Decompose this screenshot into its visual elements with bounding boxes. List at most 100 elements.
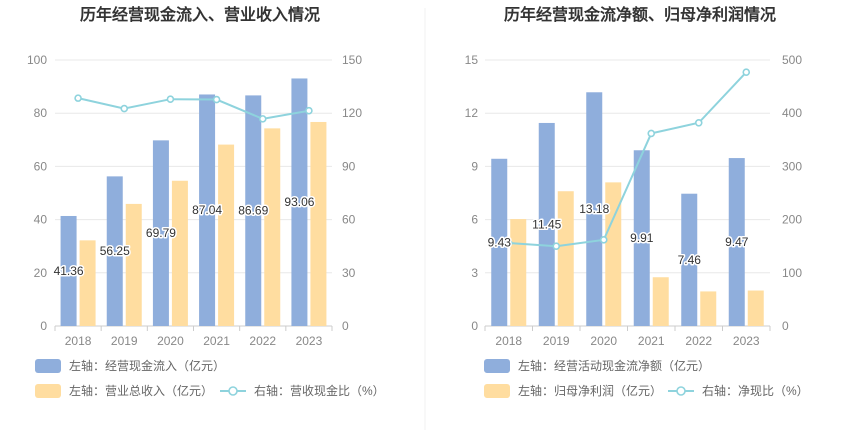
x-axis-tick-label: 2022 [249,334,276,348]
bar-primary-2020[interactable] [586,92,603,327]
bar-secondary-2023[interactable] [747,290,764,326]
ratio-point-2022[interactable] [258,115,267,123]
ratio-point-2020[interactable] [166,95,175,103]
bar-data-label-2020: 69.79 [146,226,176,240]
bar-data-label-2022: 7.46 [678,253,702,267]
x-axis-tick-label: 2019 [111,334,138,348]
left-axis-tick-label: 40 [34,213,48,227]
bar-secondary-2023[interactable] [310,121,327,326]
bar-secondary-2018[interactable] [510,219,527,326]
legend-bar-swatch[interactable] [484,359,510,373]
bar-data-label-2022: 86.69 [238,204,268,218]
right-axis-tick-label: 30 [342,266,356,280]
bar-secondary-2018[interactable] [79,240,96,326]
bar-primary-2023[interactable] [728,158,745,326]
bar-secondary-2020[interactable] [171,180,188,326]
legend-label: 左轴：经营活动现金流净额（亿元） [518,358,710,373]
legend-label: 左轴：归母净利润（亿元） [518,383,662,398]
chart-title: 历年经营现金流净额、归母净利润情况 [504,5,776,24]
bar-primary-2021[interactable] [633,150,650,326]
x-axis-tick-label: 2018 [495,334,522,348]
bar-data-label-2023: 9.47 [725,235,749,249]
x-axis-tick-label: 2020 [590,334,617,348]
chart-title: 历年经营现金流入、营业收入情况 [80,5,320,24]
x-axis-tick-label: 2021 [638,334,665,348]
x-axis-tick-label: 2018 [65,334,92,348]
ratio-point-2018[interactable] [504,239,513,247]
right-axis-tick-label: 100 [782,266,802,280]
left-axis-tick-label: 9 [471,159,478,173]
left-axis-tick-label: 80 [34,106,48,120]
legend-label: 右轴：净现比（%） [702,383,809,398]
bar-primary-2018[interactable] [60,215,77,326]
bar-data-label-2018: 9.43 [488,235,512,249]
bar-secondary-2021[interactable] [218,144,235,326]
bar-primary-2022[interactable] [681,193,698,326]
left-axis-tick-label: 60 [34,159,48,173]
right-axis-tick-label: 500 [782,53,802,67]
bar-secondary-2021[interactable] [652,277,669,326]
bar-secondary-2022[interactable] [700,291,717,326]
legend-label: 右轴：营收现金比（%） [254,383,385,398]
legend-line-marker[interactable] [676,386,686,396]
right-axis-tick-label: 60 [342,213,356,227]
bar-primary-2019[interactable] [106,176,123,326]
x-axis-tick-label: 2019 [543,334,570,348]
legend-line-marker[interactable] [228,386,238,396]
bar-primary-2023[interactable] [291,78,308,326]
bar-secondary-2020[interactable] [605,182,622,326]
bar-data-label-2023: 93.06 [284,195,314,209]
left-axis-tick-label: 100 [27,53,47,67]
legend-bar-swatch[interactable] [35,384,61,398]
legend-label: 左轴：营业总收入（亿元） [69,383,213,398]
bar-secondary-2019[interactable] [125,203,142,326]
bar-data-label-2020: 13.18 [579,202,609,216]
ratio-point-2019[interactable] [552,242,561,250]
left-axis-tick-label: 3 [471,266,478,280]
x-axis-tick-label: 2020 [157,334,184,348]
legend-bar-swatch[interactable] [484,384,510,398]
ratio-point-2019[interactable] [120,104,129,113]
ratio-point-2018[interactable] [74,94,82,102]
left-axis-tick-label: 12 [465,106,479,120]
right-axis-tick-label: 300 [782,159,802,173]
x-axis-tick-label: 2021 [203,334,230,348]
left-axis-tick-label: 0 [40,319,47,333]
right-axis-tick-label: 150 [342,53,362,67]
bar-primary-2022[interactable] [245,95,262,326]
bar-data-label-2021: 87.04 [192,203,222,217]
ratio-point-2021[interactable] [212,95,221,104]
ratio-line [508,71,747,248]
right-axis-tick-label: 200 [782,213,802,227]
bar-secondary-2022[interactable] [264,128,281,326]
bar-data-label-2018: 41.36 [54,264,84,278]
ratio-line [77,97,310,120]
bar-primary-2018[interactable] [491,158,508,326]
left-axis-tick-label: 15 [465,53,479,67]
ratio-point-2022[interactable] [694,118,703,127]
left-axis-tick-label: 0 [471,319,478,333]
x-axis-tick-label: 2023 [733,334,760,348]
left-axis-tick-label: 6 [471,213,478,227]
bar-primary-2019[interactable] [538,122,555,326]
right-axis-tick-label: 0 [342,319,349,333]
bar-primary-2020[interactable] [152,140,169,326]
bar-primary-2021[interactable] [199,94,216,326]
ratio-point-2023[interactable] [742,68,751,77]
right-axis-tick-label: 90 [342,159,356,173]
bar-data-label-2019: 11.45 [532,217,561,231]
ratio-point-2021[interactable] [647,129,656,138]
ratio-point-2023[interactable] [305,106,313,115]
bar-data-label-2019: 56.25 [100,244,130,258]
left-axis-tick-label: 20 [34,266,48,280]
right-axis-tick-label: 120 [342,106,362,120]
x-axis-tick-label: 2022 [685,334,712,348]
legend-bar-swatch[interactable] [35,359,61,373]
right-axis-tick-label: 400 [782,106,802,120]
legend-label: 左轴：经营现金流入（亿元） [69,358,225,373]
right-axis-tick-label: 0 [782,319,789,333]
bar-secondary-2019[interactable] [557,191,574,326]
ratio-point-2020[interactable] [599,236,608,244]
